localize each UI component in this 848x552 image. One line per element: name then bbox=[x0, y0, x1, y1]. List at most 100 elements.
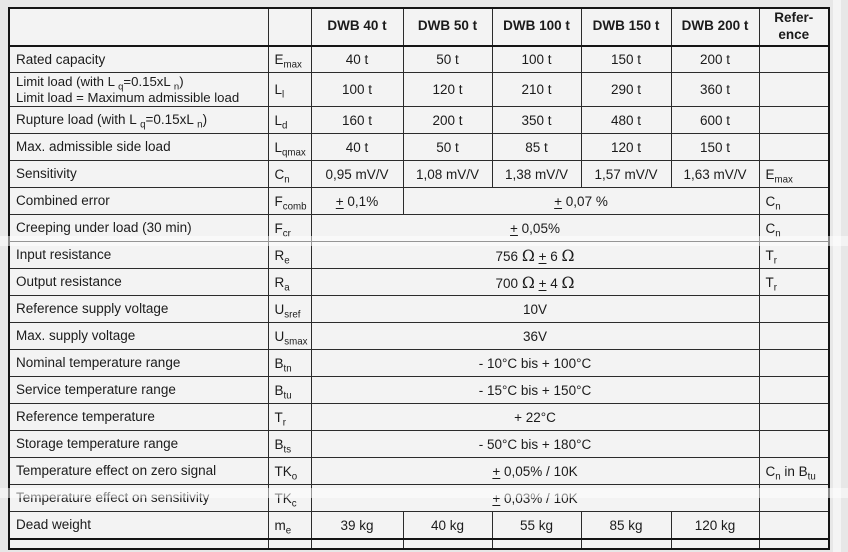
table-row: Input resistance Re 756 Ω + 6 Ω Tr bbox=[8, 241, 830, 270]
value-cell: 756 Ω + 6 Ω bbox=[310, 241, 760, 270]
row-label: Reference supply voltage bbox=[8, 295, 269, 324]
value-cell: 600 t bbox=[670, 106, 760, 135]
value-cell: 85 t bbox=[491, 133, 582, 162]
table-row: Temperature effect on zero signal TKo + 0,… bbox=[8, 457, 830, 486]
value-cell: 100 t bbox=[310, 72, 404, 108]
value-cell: 40 t bbox=[310, 133, 404, 162]
column-header: DWB 40 t bbox=[310, 7, 404, 47]
row-symbol: Btn bbox=[267, 349, 312, 378]
value-cell: 85 kg bbox=[580, 511, 672, 540]
value-cell: 120 t bbox=[402, 72, 493, 108]
value-cell: + 0,07 % bbox=[402, 187, 760, 216]
table-row: Service temperature range Btu - 15°C bis +… bbox=[8, 376, 830, 405]
partial-cell bbox=[491, 537, 582, 550]
row-label: Output resistance bbox=[8, 268, 269, 297]
value-cell: 39 kg bbox=[310, 511, 404, 540]
table-row: Reference supply voltage Usref 10V bbox=[8, 295, 830, 324]
row-label: Temperature effect on zero signal bbox=[8, 457, 269, 486]
row-label: Dead weight bbox=[8, 511, 269, 540]
scan-edge-strip bbox=[833, 0, 841, 552]
row-symbol: Usref bbox=[267, 295, 312, 324]
table-header: DWB 40 t DWB 50 t DWB 100 t DWB 150 t DWB 20… bbox=[8, 7, 830, 47]
value-cell: - 10°C bis + 100°C bbox=[310, 349, 760, 378]
row-label: Nominal temperature range bbox=[8, 349, 269, 378]
reference-cell bbox=[758, 295, 830, 324]
table-row: Reference temperature Tr + 22°C bbox=[8, 403, 830, 432]
table-row: Output resistance Ra 700 Ω + 4 Ω Tr bbox=[8, 268, 830, 297]
row-symbol: Re bbox=[267, 241, 312, 270]
value-cell: 200 t bbox=[402, 106, 493, 135]
value-cell: 700 Ω + 4 Ω bbox=[310, 268, 760, 297]
partial-cell bbox=[580, 537, 672, 550]
row-label: Combined error bbox=[8, 187, 269, 216]
value-cell: 10V bbox=[310, 295, 760, 324]
value-cell: 40 t bbox=[310, 45, 404, 74]
value-cell: 0,95 mV/V bbox=[310, 160, 404, 189]
table-body: Rated capacity Emax 40 t 50 t 100 t 150 t 200 … bbox=[8, 45, 830, 550]
reference-cell: Tr bbox=[758, 268, 830, 297]
row-symbol: Lqmax bbox=[267, 133, 312, 162]
partial-cell bbox=[8, 537, 269, 550]
row-symbol: Fcr bbox=[267, 214, 312, 243]
reference-cell bbox=[758, 403, 830, 432]
table-row: Limit load (with L q=0.15xL n) Limit load… bbox=[8, 72, 830, 108]
reference-cell bbox=[758, 72, 830, 108]
value-cell: + 0,05% bbox=[310, 214, 760, 243]
table-row: Storage temperature range Bts - 50°C bis +… bbox=[8, 430, 830, 459]
row-symbol: Bts bbox=[267, 430, 312, 459]
value-cell: 50 t bbox=[402, 133, 493, 162]
row-symbol: Btu bbox=[267, 376, 312, 405]
value-cell: 1,08 mV/V bbox=[402, 160, 493, 189]
row-symbol: Ll bbox=[267, 72, 312, 108]
row-symbol: TKc bbox=[267, 484, 312, 513]
reference-cell bbox=[758, 484, 830, 513]
table-row: Max. admissible side load Lqmax 40 t 50 t 85… bbox=[8, 133, 830, 162]
value-cell: 1,63 mV/V bbox=[670, 160, 760, 189]
row-label: Max. supply voltage bbox=[8, 322, 269, 351]
column-header: DWB 200 t bbox=[670, 7, 760, 47]
value-cell: + 0,03% / 10K bbox=[310, 484, 760, 513]
row-label: Creeping under load (30 min) bbox=[8, 214, 269, 243]
header-row: DWB 40 t DWB 50 t DWB 100 t DWB 150 t DWB 20… bbox=[8, 7, 830, 47]
spec-sheet: DWB 40 t DWB 50 t DWB 100 t DWB 150 t DWB 20… bbox=[8, 7, 830, 550]
column-header: DWB 150 t bbox=[580, 7, 672, 47]
reference-cell: Emax bbox=[758, 160, 830, 189]
reference-cell: Tr bbox=[758, 241, 830, 270]
row-symbol: TKo bbox=[267, 457, 312, 486]
value-cell: 120 kg bbox=[670, 511, 760, 540]
row-label: Rupture load (with L q=0.15xL n) bbox=[8, 106, 269, 135]
value-cell: 350 t bbox=[491, 106, 582, 135]
value-cell: 120 t bbox=[580, 133, 672, 162]
reference-cell bbox=[758, 430, 830, 459]
table-row: Combined error Fcomb + 0,1% + 0,07 % Cn bbox=[8, 187, 830, 216]
value-cell: 150 t bbox=[580, 45, 672, 74]
row-label: Reference temperature bbox=[8, 403, 269, 432]
reference-cell bbox=[758, 376, 830, 405]
reference-cell: Cn in Btu bbox=[758, 457, 830, 486]
column-header: DWB 100 t bbox=[491, 7, 582, 47]
table-row: Dead weight me 39 kg 40 kg 55 kg 85 kg 120 kg bbox=[8, 511, 830, 540]
row-symbol: Ra bbox=[267, 268, 312, 297]
row-label: Rated capacity bbox=[8, 45, 269, 74]
row-symbol: Emax bbox=[267, 45, 312, 74]
row-label: Input resistance bbox=[8, 241, 269, 270]
table-row: Sensitivity Cn 0,95 mV/V 1,08 mV/V 1,38 mV/V… bbox=[8, 160, 830, 189]
row-symbol: Usmax bbox=[267, 322, 312, 351]
value-cell: 100 t bbox=[491, 45, 582, 74]
row-label: Sensitivity bbox=[8, 160, 269, 189]
corner-cell bbox=[8, 7, 269, 47]
row-label: Service temperature range bbox=[8, 376, 269, 405]
value-cell: 36V bbox=[310, 322, 760, 351]
value-cell: 1,38 mV/V bbox=[491, 160, 582, 189]
spec-table: DWB 40 t DWB 50 t DWB 100 t DWB 150 t DWB 20… bbox=[8, 7, 830, 550]
corner-cell bbox=[267, 7, 312, 47]
table-row: Rated capacity Emax 40 t 50 t 100 t 150 t 200 … bbox=[8, 45, 830, 74]
value-cell: 55 kg bbox=[491, 511, 582, 540]
partial-cell bbox=[670, 537, 760, 550]
partial-row bbox=[8, 537, 830, 550]
value-cell: + 0,1% bbox=[310, 187, 404, 216]
reference-cell: Cn bbox=[758, 187, 830, 216]
row-symbol: Tr bbox=[267, 403, 312, 432]
value-cell: 210 t bbox=[491, 72, 582, 108]
